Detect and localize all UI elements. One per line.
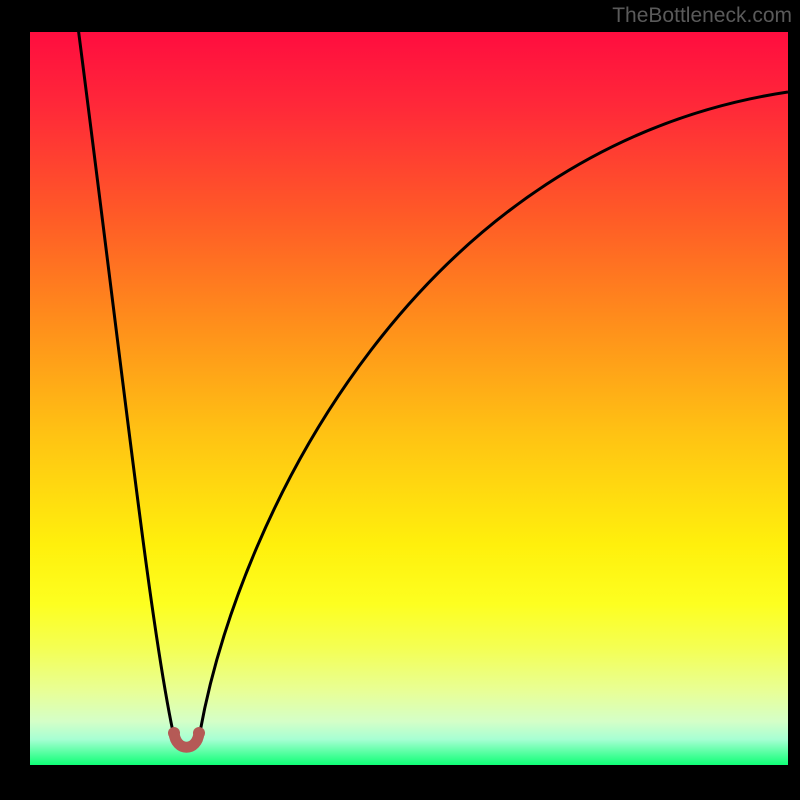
bottleneck-curve [30,32,788,765]
plot-area [30,32,788,765]
frame-bottom [0,765,800,800]
frame-left [0,0,30,800]
frame-right [788,0,800,800]
watermark-text: TheBottleneck.com [612,4,792,28]
